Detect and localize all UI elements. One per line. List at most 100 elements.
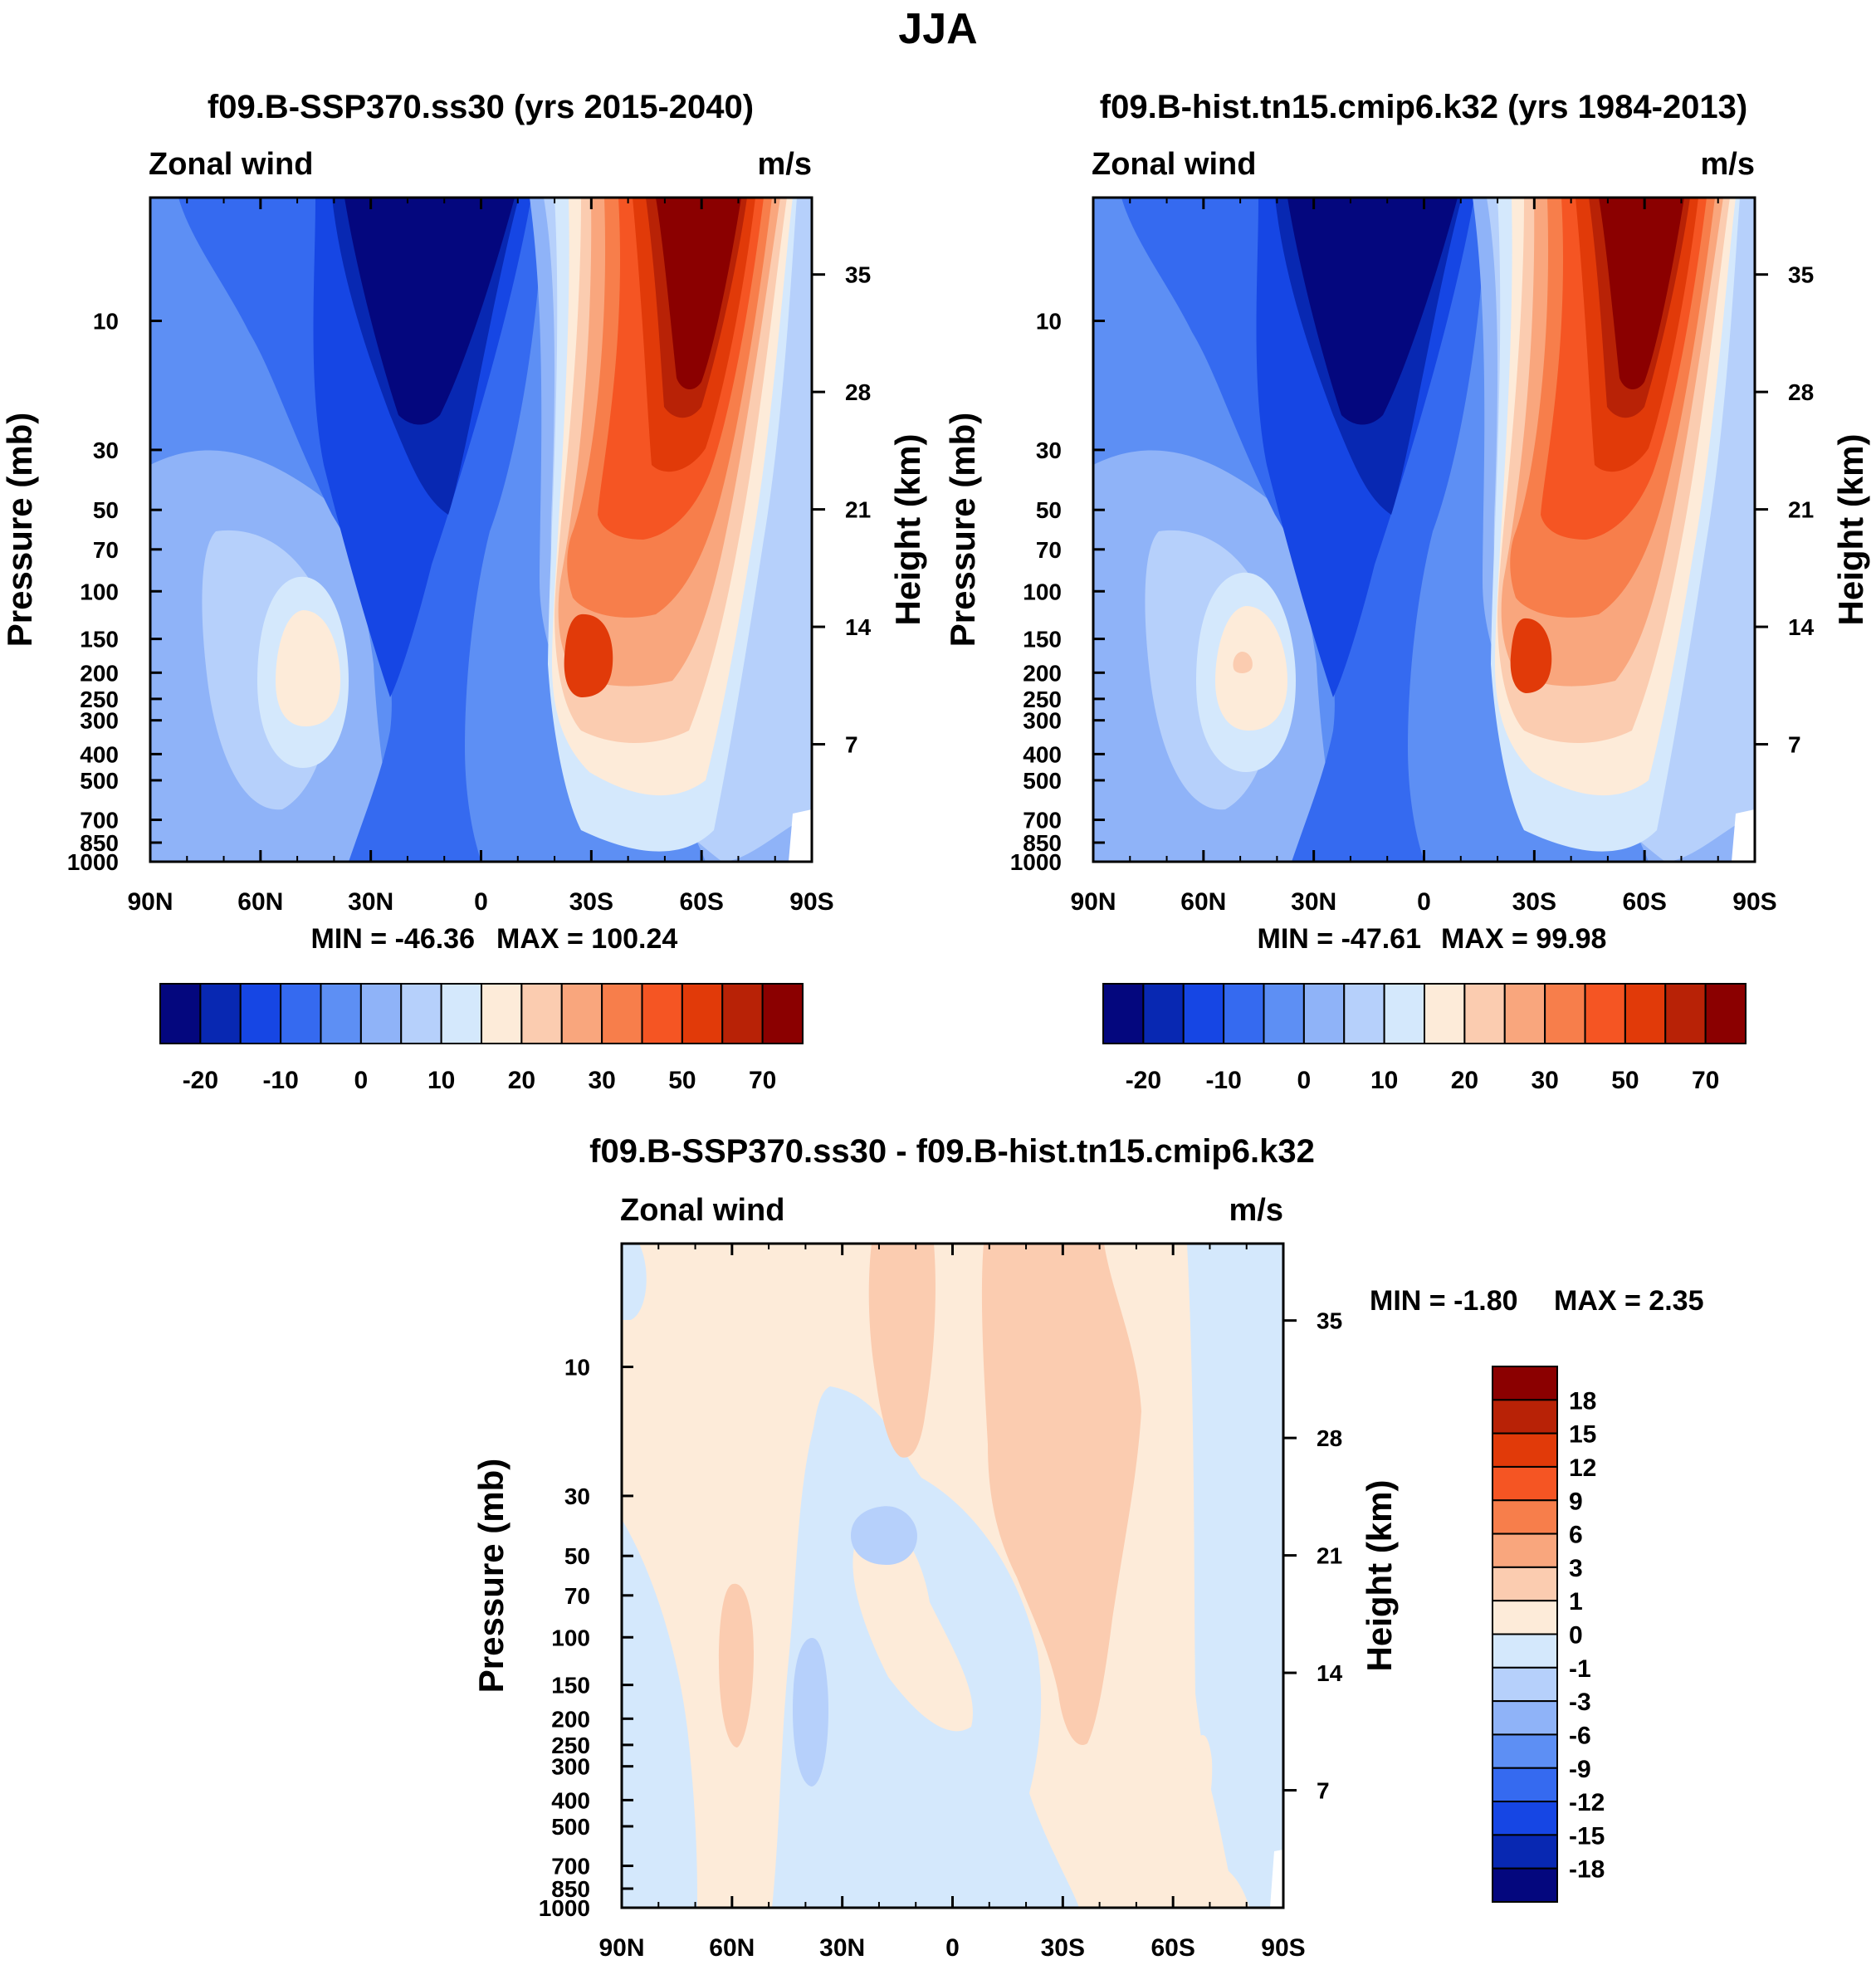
colorbar-cell <box>1492 1432 1558 1468</box>
y2-tick-label: 7 <box>845 732 858 758</box>
y-tick-label: 700 <box>80 808 119 833</box>
y-tick-label: 10 <box>1036 309 1062 335</box>
y-tick-label: 150 <box>1023 627 1062 653</box>
x-tick-label: 90S <box>789 888 833 916</box>
colorbar-label: 0 <box>1569 1622 1583 1650</box>
panel-title: f09.B-SSP370.ss30 (yrs 2015-2040) <box>208 89 754 125</box>
colorbar-label: 18 <box>1569 1387 1596 1415</box>
colorbar: -20 -10 0 10 20 30 50 70 <box>159 983 804 1094</box>
colorbar-cell <box>1624 983 1667 1044</box>
min-label: MIN = -1.80 <box>1370 1285 1518 1317</box>
colorbar-cell <box>1492 1399 1558 1435</box>
y2-tick-label: 7 <box>1788 732 1801 758</box>
y-axis-label: Pressure (mb) <box>471 1459 511 1693</box>
colorbar-label: -20 <box>1126 1067 1161 1094</box>
colorbar-label: 9 <box>1569 1488 1583 1515</box>
colorbar-label: 70 <box>1692 1067 1719 1094</box>
colorbar-cell <box>1544 983 1586 1044</box>
min-label: MIN = -46.36 <box>311 923 475 955</box>
y2-tick-label: 28 <box>1788 379 1814 405</box>
colorbar-label: 50 <box>1611 1067 1639 1094</box>
y-tick-label: 30 <box>564 1484 590 1509</box>
units-label: m/s <box>1229 1193 1283 1228</box>
y2-tick-label: 21 <box>1317 1543 1342 1569</box>
max-label: MAX = 2.35 <box>1554 1285 1703 1317</box>
colorbar-cell <box>1492 1499 1558 1535</box>
y-axis-label: Pressure (mb) <box>0 413 39 647</box>
y-tick-label: 700 <box>551 1854 590 1879</box>
colorbar-label: 3 <box>1569 1555 1583 1582</box>
y2-tick-label: 35 <box>1317 1308 1342 1334</box>
colorbar-label: 20 <box>508 1067 535 1094</box>
figure-title: JJA <box>898 5 977 53</box>
variable-label: Zonal wind <box>1092 147 1256 182</box>
x-tick-label: 60S <box>679 888 723 916</box>
colorbar: 18 15 12 9 6 3 1 0 -1 -3 -6 -9 -12 -15 -18 <box>1492 1366 1605 1903</box>
x-tick-label: 90N <box>127 888 173 916</box>
y2-axis-label: Height (km) <box>888 434 927 626</box>
x-tick-label: 60N <box>1180 888 1226 916</box>
panel-difference: f09.B-SSP370.ss30 - f09.B-hist.tn15.cmip… <box>471 1133 1703 1962</box>
y2-tick-label: 21 <box>845 497 871 523</box>
y-tick-label: 70 <box>93 537 119 563</box>
colorbar-cell <box>1664 983 1707 1044</box>
y-tick-label: 250 <box>551 1733 590 1758</box>
y-tick-label: 100 <box>80 579 119 604</box>
y-tick-label: 850 <box>551 1876 590 1902</box>
y2-tick-label: 14 <box>1317 1660 1343 1686</box>
y2-tick-label: 35 <box>1788 262 1814 288</box>
axes: 90N 60N 30N 0 30S 60S 90S103050701001502002503… <box>1010 198 1815 916</box>
colorbar: -20 -10 0 10 20 30 50 70 <box>1102 983 1747 1094</box>
y-tick-label: 100 <box>551 1625 590 1650</box>
variable-label: Zonal wind <box>149 147 313 182</box>
colorbar-cell <box>1492 1633 1558 1669</box>
colorbar-cell <box>1492 1366 1558 1401</box>
colorbar-label: -18 <box>1569 1856 1605 1884</box>
y-tick-label: 400 <box>1023 741 1062 767</box>
y2-tick-label: 28 <box>1317 1425 1342 1451</box>
colorbar-label: 6 <box>1569 1522 1583 1549</box>
x-tick-label: 0 <box>474 888 488 916</box>
contour-field <box>622 1244 1283 1908</box>
max-label: MAX = 100.24 <box>496 923 677 955</box>
colorbar-cell <box>1492 1834 1558 1870</box>
colorbar-cell <box>761 983 804 1044</box>
colorbar-cell <box>1492 1733 1558 1769</box>
y-tick-label: 1000 <box>1010 849 1062 875</box>
x-tick-label: 60S <box>1622 888 1666 916</box>
colorbar-label: -15 <box>1569 1822 1605 1850</box>
colorbar-label: -10 <box>262 1067 298 1094</box>
units-label: m/s <box>1701 147 1755 182</box>
y-tick-label: 500 <box>551 1814 590 1840</box>
colorbar-cell <box>1492 1666 1558 1703</box>
colorbar-label: -9 <box>1569 1756 1591 1783</box>
colorbar-cell <box>159 983 202 1044</box>
colorbar-cell <box>320 983 362 1044</box>
y2-tick-label: 28 <box>845 379 871 405</box>
colorbar-cell <box>1383 983 1425 1044</box>
colorbar-cell <box>1302 983 1346 1044</box>
colorbar-label: 30 <box>1531 1067 1558 1094</box>
y-tick-label: 50 <box>93 497 119 523</box>
colorbar-cell <box>601 983 643 1044</box>
colorbar-label: 50 <box>668 1067 696 1094</box>
colorbar-cell <box>1492 1700 1558 1736</box>
colorbar-label: 20 <box>1451 1067 1478 1094</box>
colorbar-cell <box>1503 983 1546 1044</box>
x-tick-label: 60N <box>237 888 283 916</box>
y-tick-label: 70 <box>564 1583 590 1609</box>
y2-tick-label: 14 <box>845 614 872 640</box>
x-tick-label: 60N <box>709 1934 755 1962</box>
colorbar-cell <box>1463 983 1506 1044</box>
x-tick-label: 60S <box>1151 1934 1194 1962</box>
x-tick-label: 30N <box>1291 888 1336 916</box>
y-tick-label: 300 <box>80 708 119 734</box>
x-tick-label: 30S <box>1041 1934 1085 1962</box>
colorbar-cell <box>1492 1801 1558 1836</box>
y-tick-label: 300 <box>1023 708 1062 734</box>
variable-label: Zonal wind <box>620 1193 784 1228</box>
colorbar-label: 12 <box>1569 1454 1596 1482</box>
colorbar-label: 0 <box>1297 1067 1312 1094</box>
colorbar-cell <box>1182 983 1225 1044</box>
colorbar-cell <box>1492 1532 1558 1568</box>
